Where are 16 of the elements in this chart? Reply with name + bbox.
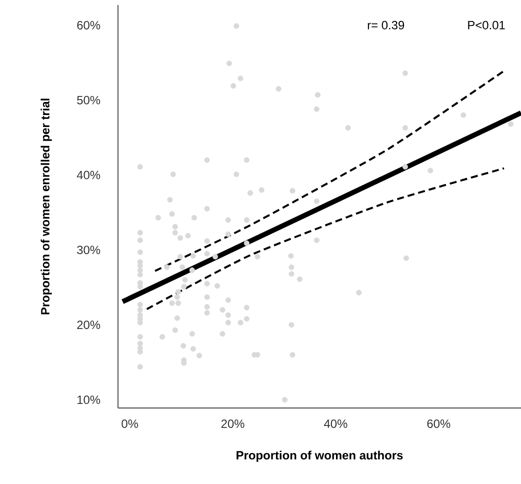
x-axis-title: Proportion of women authors — [236, 450, 403, 462]
y-tick-label: 20% — [77, 320, 100, 330]
y-tick-label: 10% — [78, 396, 100, 404]
y-tick-label: 50% — [77, 96, 100, 104]
annotation: P<0.01 — [468, 20, 505, 30]
y-tick-label: 60% — [77, 20, 100, 30]
y-axis-title: Proportion of women enrolled per trial — [40, 98, 52, 314]
x-tick-label: 40% — [324, 419, 348, 428]
annotation: r= 0.39 — [368, 20, 404, 30]
x-tick-label: 20% — [221, 419, 244, 428]
line-series — [154, 70, 506, 272]
line-series — [146, 167, 506, 310]
x-tick-label: 0% — [122, 419, 138, 428]
x-tick-label: 60% — [427, 419, 450, 428]
y-tick-label: 40% — [76, 170, 100, 180]
y-tick-label: 30% — [77, 246, 100, 254]
